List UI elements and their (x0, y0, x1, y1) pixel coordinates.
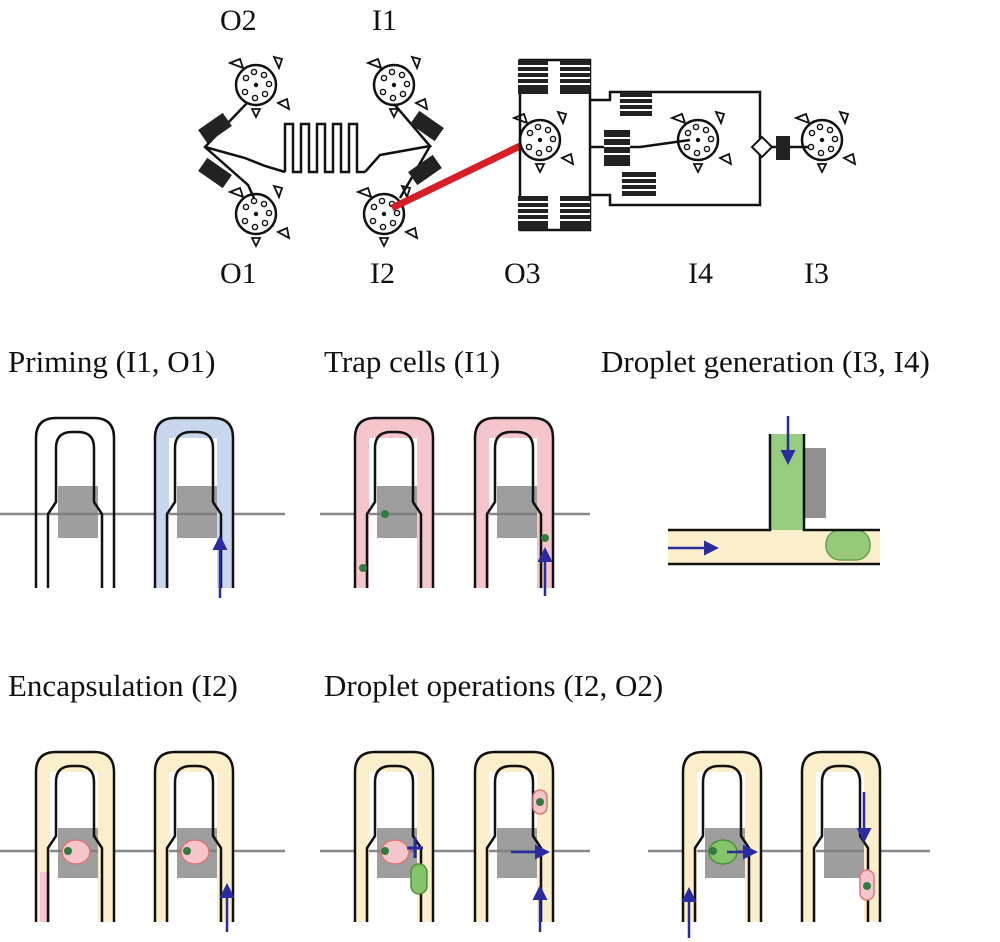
panel-title-encapsulation: Encapsulation (I2) (8, 668, 238, 703)
port-label-o1: O1 (220, 257, 257, 290)
port-o1-icon (228, 184, 291, 248)
panel-title-droplet-operations: Droplet operations (I2, O2) (324, 668, 663, 703)
port-label-i2: I2 (370, 257, 395, 290)
port-label-i1: I1 (372, 4, 397, 37)
panel-encapsulation (0, 750, 285, 932)
port-label-o2: O2 (220, 4, 257, 37)
left-channels (203, 102, 433, 199)
device-overview: O2 I1 O1 I2 O3 I4 I3 (198, 4, 857, 290)
panel-priming (0, 416, 285, 598)
port-i3-icon (794, 110, 857, 174)
port-o3-icon (512, 110, 575, 174)
port-label-i4: I4 (688, 257, 713, 290)
port-i2-icon (356, 184, 419, 248)
panel-title-trap-cells: Trap cells (I1) (324, 344, 500, 379)
panel-trap-cells (320, 416, 590, 596)
panel-droplet-operations (320, 750, 590, 932)
serpentine-lines (518, 65, 656, 221)
port-o2-icon (228, 55, 291, 119)
panel-title-droplet-generation: Droplet generation (I3, I4) (601, 344, 930, 379)
panel-droplet-split (648, 750, 930, 938)
panel-title-priming: Priming (I1, O1) (8, 344, 216, 379)
port-label-o3: O3 (504, 257, 541, 290)
junction-icon (750, 135, 774, 159)
panel-droplet-generation (668, 416, 880, 566)
laser-beam (390, 142, 522, 212)
port-label-i3: I3 (804, 257, 829, 290)
left-valves (198, 110, 444, 189)
